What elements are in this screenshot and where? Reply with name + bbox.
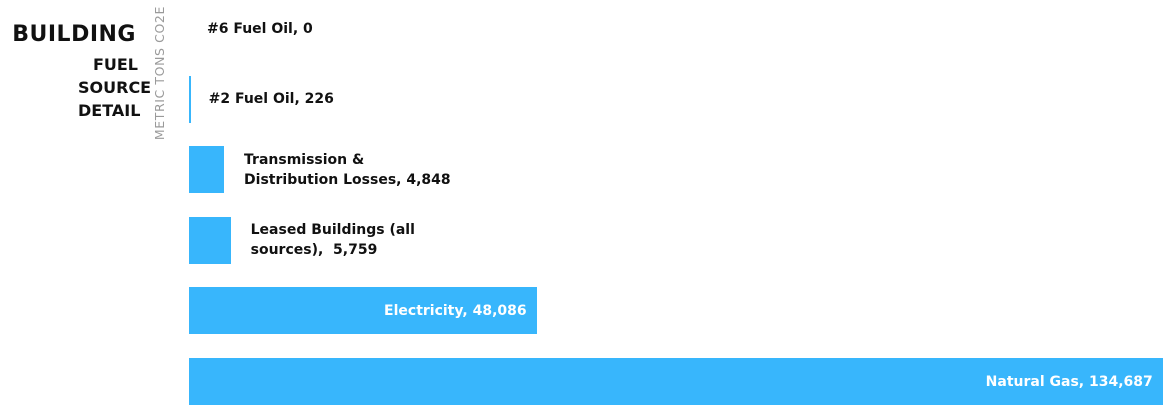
bar (189, 75, 191, 123)
data-label: #2 Fuel Oil, 226 (208, 91, 334, 108)
axis-label: METRIC TONS CO2E (152, 6, 167, 141)
bar (189, 358, 1163, 405)
chart-subtitle: FUEL SOURCE DETAIL (78, 55, 152, 120)
data-label: #6 Fuel Oil, 0 (207, 20, 313, 37)
bar (189, 216, 231, 264)
bar (189, 146, 225, 194)
data-label: Transmission & Distribution Losses, 4,84… (244, 151, 451, 188)
data-label: Leased Buildings (all sources), 5,759 (250, 222, 415, 259)
bar (189, 287, 537, 335)
data-label: Electricity, 48,086 (384, 302, 527, 319)
data-label: Natural Gas, 134,687 (985, 373, 1153, 390)
chart-title: BUILDING (12, 22, 136, 47)
